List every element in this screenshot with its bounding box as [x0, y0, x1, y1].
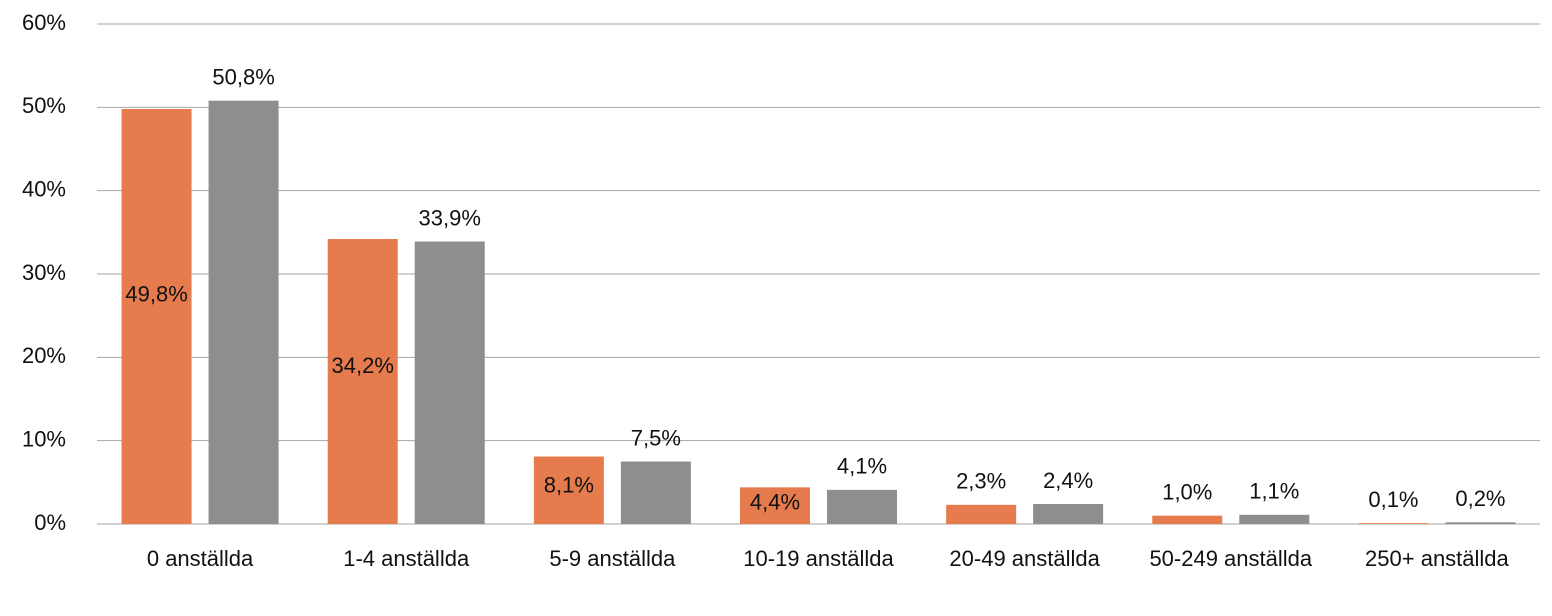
bar [946, 504, 1017, 524]
bar [1358, 523, 1429, 524]
x-tick-label: 0 anställda [146, 546, 254, 571]
bar [620, 461, 691, 524]
data-label: 4,1% [837, 454, 887, 479]
data-label: 8,1% [544, 473, 594, 498]
bar [208, 100, 279, 525]
y-tick-label: 60% [22, 10, 66, 35]
y-tick-label: 20% [22, 343, 66, 368]
x-tick-label: 50-249 anställda [1149, 546, 1313, 571]
bar [1033, 504, 1104, 524]
y-tick-label: 40% [22, 176, 66, 201]
data-label: 2,3% [956, 469, 1006, 494]
y-tick-label: 50% [22, 93, 66, 118]
x-tick-label: 5-9 anställda [549, 546, 676, 571]
x-tick-label: 10-19 anställda [743, 546, 894, 571]
bar [414, 241, 485, 524]
data-label: 0,2% [1455, 486, 1505, 511]
bar [533, 456, 604, 524]
bar [1445, 522, 1516, 524]
data-label: 50,8% [212, 64, 274, 89]
data-label: 34,2% [332, 353, 394, 378]
x-tick-label: 1-4 anställda [343, 546, 470, 571]
y-tick-label: 0% [34, 510, 66, 535]
bar [327, 239, 398, 524]
data-label: 0,1% [1368, 487, 1418, 512]
data-label: 2,4% [1043, 468, 1093, 493]
data-label: 33,9% [419, 205, 481, 230]
bar [827, 489, 897, 524]
data-label: 49,8% [125, 282, 187, 307]
data-label: 1,0% [1162, 479, 1212, 504]
bar [121, 109, 192, 524]
x-tick-label: 20-49 anställda [949, 546, 1100, 571]
bar [1239, 514, 1310, 524]
x-tick-label: 250+ anställda [1365, 546, 1509, 571]
data-label: 1,1% [1249, 479, 1299, 504]
bar [740, 487, 810, 524]
y-tick-label: 10% [22, 426, 66, 451]
bar [1152, 515, 1223, 524]
y-tick-label: 30% [22, 260, 66, 285]
data-label: 7,5% [631, 425, 681, 450]
data-label: 4,4% [750, 490, 800, 515]
